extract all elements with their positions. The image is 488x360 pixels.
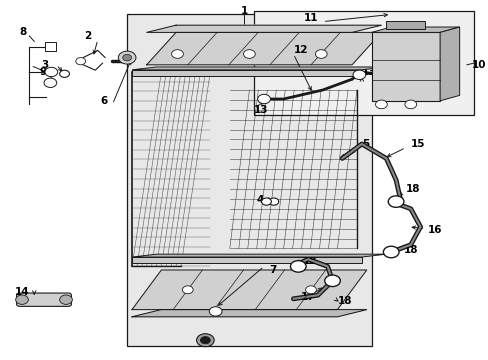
- Text: 15: 15: [410, 139, 425, 149]
- Polygon shape: [146, 25, 381, 32]
- Text: 2: 2: [84, 31, 91, 41]
- Polygon shape: [146, 32, 381, 65]
- Text: 18: 18: [337, 296, 351, 306]
- Text: 18: 18: [303, 256, 317, 266]
- Circle shape: [44, 78, 57, 87]
- Circle shape: [352, 70, 365, 80]
- Bar: [45, 42, 56, 51]
- Circle shape: [196, 334, 214, 347]
- Circle shape: [315, 50, 326, 58]
- Circle shape: [290, 261, 305, 272]
- Bar: [132, 257, 361, 263]
- Text: 4: 4: [256, 195, 264, 205]
- Bar: [132, 70, 361, 76]
- Text: 12: 12: [293, 45, 307, 55]
- Circle shape: [243, 50, 255, 58]
- Circle shape: [375, 100, 386, 109]
- Text: 8: 8: [20, 27, 27, 37]
- Text: 5: 5: [361, 139, 368, 149]
- Circle shape: [200, 337, 210, 344]
- Polygon shape: [439, 27, 459, 101]
- Text: 6: 6: [100, 96, 107, 106]
- Text: 17: 17: [300, 292, 315, 302]
- Circle shape: [171, 50, 183, 58]
- Text: 14: 14: [15, 287, 29, 297]
- Circle shape: [76, 58, 85, 65]
- Text: 16: 16: [427, 225, 442, 235]
- Text: 3: 3: [41, 60, 49, 70]
- Circle shape: [60, 70, 69, 77]
- Bar: [254, 11, 473, 115]
- Polygon shape: [371, 27, 459, 32]
- Circle shape: [60, 295, 72, 304]
- FancyBboxPatch shape: [17, 293, 71, 306]
- Circle shape: [305, 286, 316, 294]
- Circle shape: [118, 51, 136, 64]
- Circle shape: [122, 54, 131, 61]
- Circle shape: [404, 100, 416, 109]
- Text: 18: 18: [405, 184, 420, 194]
- Circle shape: [16, 295, 28, 304]
- Circle shape: [324, 275, 340, 287]
- Text: 13: 13: [361, 67, 376, 77]
- Polygon shape: [132, 254, 386, 257]
- Circle shape: [209, 307, 222, 316]
- Circle shape: [261, 198, 271, 205]
- Text: 7: 7: [268, 265, 276, 275]
- Text: 18: 18: [403, 245, 417, 255]
- Text: 10: 10: [471, 60, 486, 70]
- Circle shape: [387, 196, 403, 207]
- Bar: [371, 32, 439, 101]
- Polygon shape: [132, 310, 366, 317]
- Text: 13: 13: [254, 105, 268, 115]
- Circle shape: [182, 286, 193, 294]
- Circle shape: [45, 67, 58, 77]
- Bar: [386, 21, 425, 29]
- Circle shape: [257, 94, 270, 104]
- Circle shape: [268, 198, 278, 205]
- Circle shape: [383, 246, 398, 258]
- Text: 9: 9: [39, 67, 46, 77]
- Polygon shape: [132, 67, 386, 70]
- Text: 11: 11: [303, 13, 317, 23]
- Polygon shape: [132, 270, 366, 310]
- Bar: [127, 14, 371, 346]
- Text: 1: 1: [241, 6, 247, 16]
